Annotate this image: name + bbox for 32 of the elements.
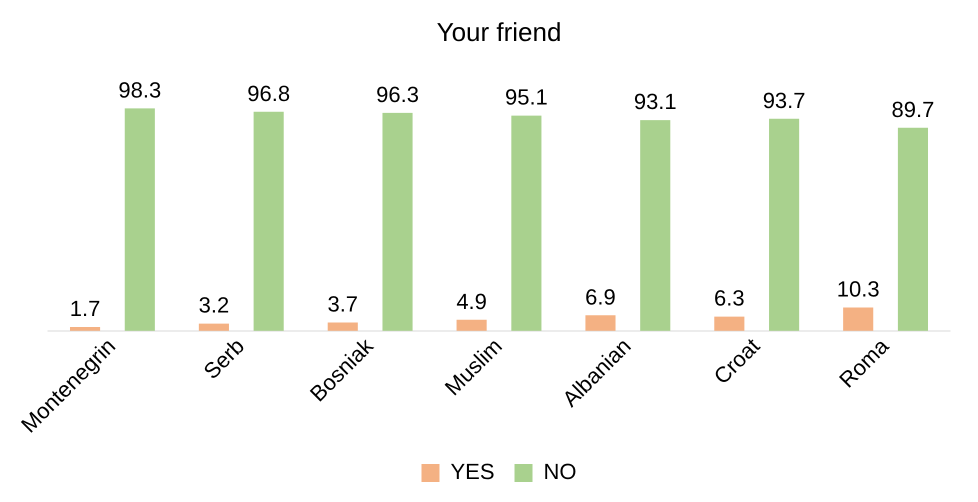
data-label: 4.9	[456, 288, 487, 314]
legend-label: YES	[450, 459, 495, 484]
data-label: 3.2	[198, 292, 230, 318]
legend-label: NO	[544, 459, 577, 484]
data-label: 96.8	[247, 80, 290, 106]
bar	[198, 324, 229, 331]
data-label: 10.3	[836, 276, 880, 302]
bar	[843, 308, 874, 331]
bar	[640, 120, 670, 331]
bar	[328, 322, 358, 331]
bar	[456, 320, 487, 331]
bar	[70, 327, 100, 331]
data-label: 6.3	[714, 286, 745, 311]
data-label: 95.1	[504, 84, 548, 110]
data-label: 1.7	[70, 296, 100, 322]
bar	[898, 128, 928, 331]
data-label: 89.7	[892, 96, 934, 122]
data-label: 93.1	[634, 89, 677, 114]
data-label: 6.9	[585, 284, 616, 310]
bar	[511, 116, 542, 331]
bar	[769, 118, 800, 331]
bar	[714, 316, 744, 331]
bar	[382, 112, 413, 331]
data-label: 3.7	[327, 292, 358, 317]
data-label: 98.3	[118, 77, 162, 102]
data-label: 96.3	[376, 82, 419, 107]
x-tick-label: Serb	[198, 333, 250, 384]
bar	[585, 315, 616, 331]
bar	[124, 108, 155, 331]
chart-title: Your friend	[436, 16, 562, 47]
bar	[254, 112, 284, 331]
data-label: 93.7	[762, 88, 806, 113]
